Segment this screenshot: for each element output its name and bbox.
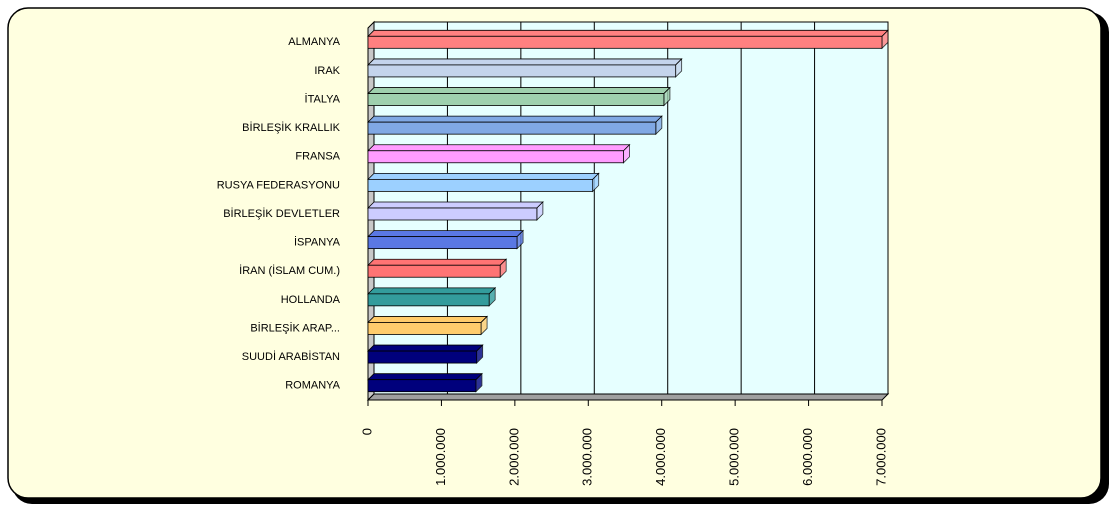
bar-top: [367, 316, 489, 323]
bar-top: [367, 230, 525, 238]
x-tick-label: 5.000.000: [727, 428, 742, 486]
bar-top: [367, 115, 663, 123]
bar: [367, 264, 501, 278]
bar: [367, 35, 883, 49]
x-tick-label: 7.000.000: [873, 428, 888, 486]
bar-top: [367, 58, 683, 66]
bar-top: [367, 87, 671, 94]
bar-top: [367, 201, 544, 209]
y-tick-label: BİRLEŞİK DEVLETLER: [223, 207, 340, 220]
bar-top: [367, 172, 600, 180]
y-tick-label: RUSYA FEDERASYONU: [217, 179, 340, 191]
y-tick-label: İTALYA: [305, 92, 341, 105]
floor: [366, 393, 890, 401]
y-tick-label: HOLLANDA: [281, 294, 341, 306]
bar: [367, 350, 478, 364]
x-tick-label: 1.000.000: [433, 428, 448, 486]
bar-top: [367, 29, 889, 37]
bar-top: [367, 287, 497, 295]
plot: 0 1.000.000 2.000.000 3.000.000 4.000.000 5.0…: [217, 20, 890, 486]
bar-top: [367, 258, 508, 266]
bar-top: [367, 144, 631, 152]
y-tick-label: FRANSA: [295, 151, 340, 163]
y-tick-label: BİRLEŞİK KRALLIK: [242, 121, 340, 134]
bar-top: [367, 373, 483, 381]
y-tick-label: ALMANYA: [288, 36, 340, 48]
x-tick-label: 3.000.000: [580, 428, 595, 486]
bar: [367, 207, 538, 221]
bar: [367, 379, 477, 393]
y-tick-label: ROMANYA: [285, 380, 340, 392]
bar: [367, 64, 677, 78]
y-tick-label: SUUDİ ARABİSTAN: [242, 350, 340, 363]
y-tick-label: İRAN (İSLAM CUM.): [239, 264, 340, 277]
x-tick-label: 0: [359, 428, 374, 435]
bar: [367, 293, 490, 307]
x-tick-label: 6.000.000: [800, 428, 815, 486]
bar: [367, 93, 665, 106]
x-tick-label: 4.000.000: [653, 428, 668, 486]
y-tick-label: BİRLEŞİK ARAP...: [250, 321, 340, 334]
bar: [367, 121, 657, 135]
bar-top: [367, 344, 484, 352]
bar: [367, 150, 624, 164]
y-tick-label: IRAK: [314, 65, 340, 77]
x-tick-label: 2.000.000: [506, 428, 521, 486]
bar: [367, 322, 482, 335]
bar: [367, 236, 518, 250]
bar: [367, 178, 594, 192]
y-tick-label: İSPANYA: [294, 236, 341, 249]
